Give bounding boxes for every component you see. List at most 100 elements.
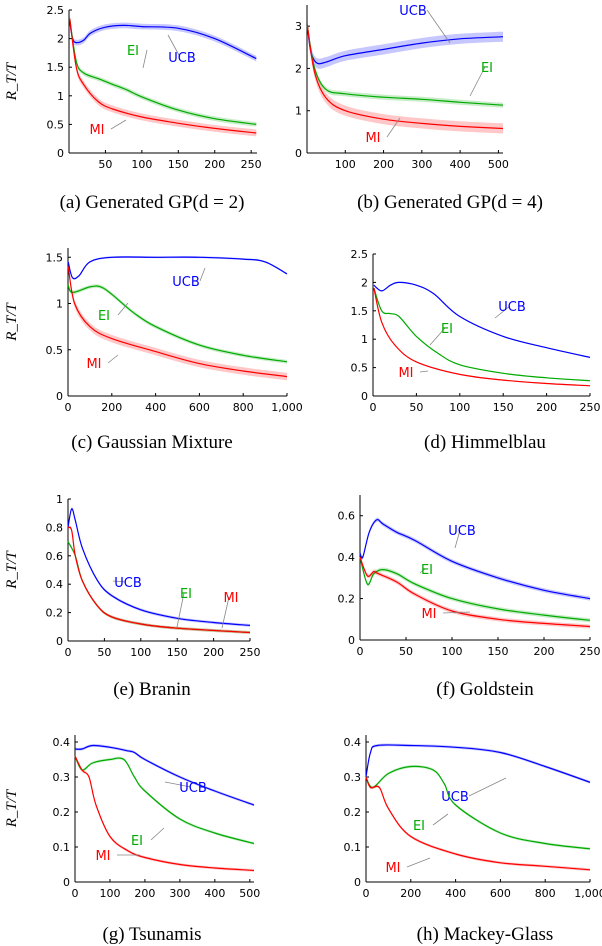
label-leader [429, 327, 446, 346]
x-tick-label: 100 [442, 645, 463, 658]
band-ucb [360, 517, 590, 601]
series-line-mi [365, 776, 591, 871]
x-tick-label: 800 [233, 401, 254, 414]
y-tick-label: 1 [56, 298, 63, 311]
x-tick-label: 50 [97, 646, 111, 659]
x-tick-label: 0 [65, 401, 72, 414]
x-tick-label: 100 [130, 646, 151, 659]
y-tick-label: 0 [354, 876, 361, 889]
series-label-ucb: UCB [399, 4, 427, 19]
y-tick-label: 0 [56, 390, 63, 403]
y-tick-label: 0.4 [344, 736, 362, 749]
x-tick-label: 250 [580, 401, 601, 414]
y-tick-label: 1.5 [351, 305, 369, 318]
series-label-mi: MI [385, 861, 400, 876]
panel-caption: (d) Himmelblau [424, 432, 546, 453]
label-leader [432, 813, 449, 826]
label-leader [426, 9, 451, 44]
band-ucb [75, 744, 254, 807]
label-leader [469, 66, 486, 97]
y-tick-label: 0.5 [47, 118, 65, 131]
label-leader [468, 777, 507, 797]
series-line-ei [373, 287, 591, 382]
y-tick-label: 0.2 [46, 607, 64, 620]
y-tick-label: 0.1 [344, 841, 362, 854]
series-label-ucb: UCB [441, 790, 469, 805]
series-line-ei [306, 26, 504, 106]
band-ei [69, 16, 257, 127]
y-axis-label: R_T/T [4, 61, 20, 101]
series-line-ei [67, 541, 251, 634]
y-tick-label: 0.4 [53, 736, 71, 749]
band-mi [68, 525, 250, 634]
band-mi [69, 15, 257, 137]
series-line-ucb [67, 256, 288, 280]
x-tick-label: 1,000 [574, 887, 602, 900]
y-tick-label: 0.3 [53, 771, 71, 784]
x-tick-label: 200 [134, 887, 155, 900]
x-tick-label: 200 [101, 401, 122, 414]
label-leader [142, 49, 148, 69]
y-tick-label: 1 [56, 493, 63, 506]
series-line-ei [69, 18, 257, 125]
label-leader [176, 592, 185, 628]
series-line-ei [67, 284, 288, 363]
x-tick-label: 50 [399, 645, 413, 658]
series-label-ei: EI [421, 563, 433, 578]
series-label-ucb: UCB [172, 275, 200, 290]
band-ucb [68, 507, 250, 627]
y-tick-label: 2 [295, 62, 302, 75]
x-tick-label: 1,000 [271, 401, 303, 414]
x-tick-label: 50 [98, 158, 112, 171]
y-tick-label: 0.4 [338, 551, 356, 564]
x-tick-label: 600 [189, 401, 210, 414]
panel-g: 0 100 200 300 400 500 0 0.1 0.2 0.3 0.4 UCB EI MI R_T/… [4, 735, 260, 945]
y-tick-label: 0.6 [338, 510, 356, 523]
y-tick-label: 0.5 [351, 362, 369, 375]
series-label-mi: MI [223, 591, 238, 606]
series-line-mi [69, 18, 257, 134]
series-label-mi: MI [421, 607, 436, 622]
panel-caption: (g) Tsunamis [102, 924, 201, 945]
x-tick-label: 250 [240, 646, 261, 659]
series-label-ucb: UCB [179, 781, 207, 796]
band-ei [366, 764, 590, 851]
label-leader [442, 611, 471, 614]
x-tick-label: 0 [370, 401, 377, 414]
series-line-mi [67, 266, 288, 378]
x-tick-label: 100 [131, 158, 152, 171]
band-ei [360, 555, 590, 623]
x-tick-label: 250 [580, 645, 601, 658]
series-label-mi: MI [398, 366, 413, 381]
x-tick-label: 500 [239, 887, 260, 900]
x-tick-label: 800 [535, 887, 556, 900]
series-label-ucb: UCB [498, 300, 526, 315]
y-tick-label: 0.3 [344, 771, 362, 784]
x-tick-label: 150 [488, 645, 509, 658]
label-leader [117, 302, 129, 316]
panel-caption: (h) Mackey-Glass [417, 924, 554, 945]
x-tick-label: 150 [167, 646, 188, 659]
y-tick-label: 1.5 [46, 251, 64, 264]
y-tick-label: 1 [361, 333, 368, 346]
x-tick-label: 0 [72, 887, 79, 900]
series-label-ei: EI [98, 309, 110, 324]
y-axis-label: R_T/T [4, 302, 20, 342]
series-label-ei: EI [413, 819, 425, 834]
series-label-mi: MI [95, 849, 110, 864]
series-label-ei: EI [131, 834, 143, 849]
x-tick-label: 400 [145, 401, 166, 414]
x-tick-label: 0 [357, 645, 364, 658]
series-line-mi [306, 26, 504, 130]
x-tick-label: 400 [445, 887, 466, 900]
y-tick-label: 0 [57, 147, 64, 160]
x-tick-label: 250 [241, 158, 262, 171]
y-tick-label: 1 [57, 90, 64, 103]
x-tick-label: 150 [168, 158, 189, 171]
y-tick-label: 2 [361, 276, 368, 289]
x-tick-label: 400 [204, 887, 225, 900]
series-line-ei [365, 765, 591, 850]
panel-caption: (f) Goldstein [436, 679, 534, 700]
